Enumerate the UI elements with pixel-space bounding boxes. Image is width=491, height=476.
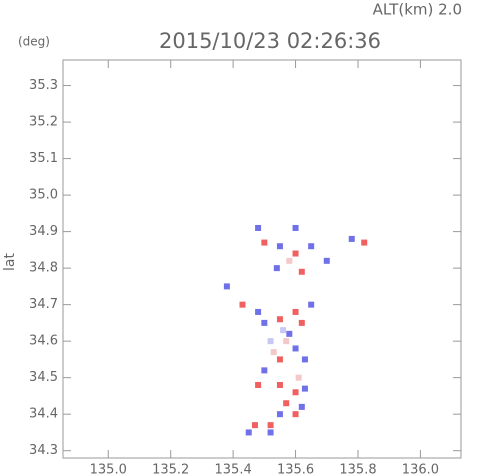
y-tick-label: 35.0 [29,188,58,203]
y-tick-label: 35.3 [29,78,58,93]
echo-cell [270,349,277,356]
x-tick-label: 135.4 [215,463,252,476]
x-tick-label: 135.2 [152,463,189,476]
echo-cell [276,316,283,323]
echo-cell [261,239,268,246]
echo-cell [292,389,299,396]
echo-cell [301,356,308,363]
chart-title: 2015/10/23 02:26:36 [159,29,381,53]
echo-cell [223,283,230,290]
echo-cell [292,345,299,352]
echo-cell [308,301,315,308]
y-tick-label: 34.8 [29,261,58,276]
echo-cell [361,239,368,246]
y-tick-label: 34.5 [29,370,58,385]
echo-cell [298,268,305,275]
echo-cell [286,257,293,264]
echo-cell [261,319,268,326]
echo-cell [295,374,302,381]
echo-cell [292,411,299,418]
y-tick-label: 34.7 [29,297,58,312]
echo-cell [298,403,305,410]
y-tick-label: 34.9 [29,224,58,239]
altitude-label: ALT(km) 2.0 [373,1,462,19]
echo-cell [273,265,280,272]
y-tick-label: 35.2 [29,115,58,130]
echo-cell [261,367,268,374]
echo-cell [267,422,274,429]
unit-label: (deg) [18,35,50,49]
echo-cell [255,308,262,315]
echo-cell [292,308,299,315]
echo-cell [255,381,262,388]
echo-cell [267,338,274,345]
x-tick-label: 135.6 [277,463,314,476]
x-tick-label: 135.0 [90,463,127,476]
echo-cell [245,429,252,436]
echo-cell [239,301,246,308]
y-axis-label: lat [2,253,18,271]
echo-cell [323,257,330,264]
echo-cell [292,224,299,231]
echo-cell [276,411,283,418]
echo-cell [301,385,308,392]
x-tick-label: 136.0 [402,463,439,476]
echo-cell [286,330,293,337]
x-tick-label: 135.8 [339,463,376,476]
echo-cell [276,243,283,250]
echo-cell [283,400,290,407]
echo-cell [348,235,355,242]
echo-cell [280,327,287,334]
y-tick-label: 34.6 [29,334,58,349]
plot-frame [62,59,462,459]
echo-cell [255,224,262,231]
echo-cell [298,319,305,326]
echo-cell [251,422,258,429]
echo-cell [276,356,283,363]
echo-cell [276,381,283,388]
echo-cell [283,338,290,345]
echo-cell [308,243,315,250]
y-tick-label: 35.1 [29,151,58,166]
echo-cell [292,250,299,257]
y-tick-label: 34.4 [29,407,58,422]
echo-cell [267,429,274,436]
y-tick-label: 34.3 [29,443,58,458]
